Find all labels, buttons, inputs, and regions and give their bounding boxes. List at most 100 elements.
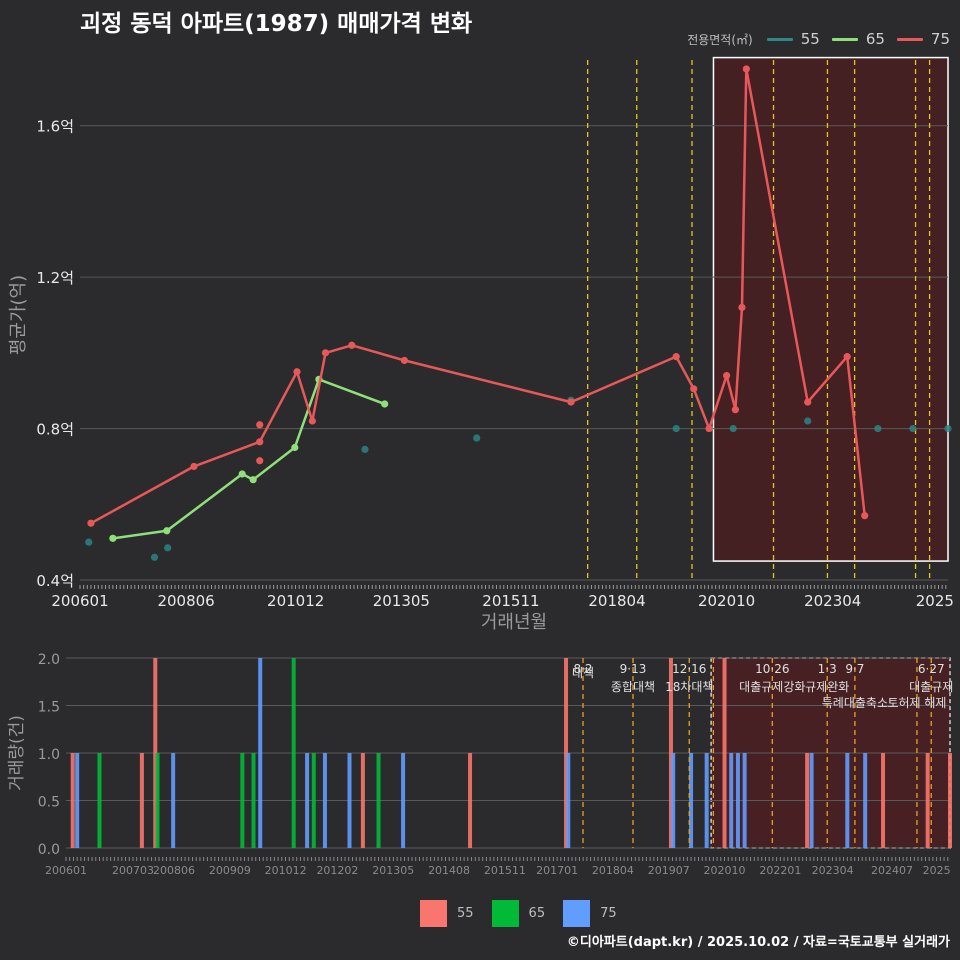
bottom-x-tick-label: 200601 bbox=[45, 864, 87, 877]
policy-date-label: 8·2 bbox=[573, 662, 592, 676]
data-point-75 bbox=[567, 398, 575, 406]
top-legend-item-55: 55 bbox=[766, 30, 820, 48]
volume-bar-75 bbox=[809, 753, 814, 848]
volume-bar-65 bbox=[291, 658, 296, 848]
top-legend-label-75: 75 bbox=[930, 30, 950, 48]
data-point-75 bbox=[308, 417, 316, 425]
data-point-55 bbox=[361, 445, 369, 453]
volume-bar-65 bbox=[251, 753, 256, 848]
bottom-y-tick-label: 1.0 bbox=[38, 747, 60, 763]
bottom-x-tick-label: 201511 bbox=[484, 864, 526, 877]
policy-text-label: 18차대책 bbox=[665, 679, 713, 694]
data-point-75 bbox=[256, 438, 264, 446]
legend-swatch-55 bbox=[766, 37, 793, 41]
data-point-65 bbox=[249, 476, 257, 484]
bottom-y-tick-label: 2.0 bbox=[38, 652, 60, 668]
top-x-tick-label: 200806 bbox=[157, 592, 214, 610]
data-point-75 bbox=[738, 303, 746, 312]
data-point-55 bbox=[804, 417, 812, 425]
policy-date-label: 10·26 bbox=[755, 662, 789, 676]
data-point-55 bbox=[909, 424, 917, 433]
policy-date-label: 1·3 bbox=[818, 662, 837, 676]
bottom-x-tick-label: 202201 bbox=[759, 864, 801, 877]
top-x-tick-label: 200601 bbox=[51, 592, 108, 610]
policy-date-label: 6·27 bbox=[918, 662, 945, 676]
data-point-55 bbox=[164, 544, 172, 552]
policy-text-label: 대출규제강화 bbox=[739, 680, 805, 694]
data-point-75 bbox=[400, 356, 409, 365]
data-point-75 bbox=[723, 371, 731, 380]
data-point-75 bbox=[705, 424, 713, 433]
volume-bar-55 bbox=[668, 658, 673, 848]
data-point-75 bbox=[321, 349, 330, 357]
top-legend-title: 전용면적(㎡) bbox=[687, 32, 753, 47]
top-x-tick-label: 201012 bbox=[267, 592, 324, 610]
data-point-65 bbox=[109, 534, 117, 542]
series-line-65 bbox=[112, 378, 386, 540]
bottom-x-tick-label: 201804 bbox=[592, 864, 634, 877]
data-point-75 bbox=[742, 65, 750, 73]
bottom-y-tick-label: 0.5 bbox=[38, 795, 60, 811]
legend-swatch-75 bbox=[896, 37, 923, 41]
top-y-tick-label: 0.8억 bbox=[36, 421, 74, 439]
bottom-x-tick-label: 202304 bbox=[812, 864, 854, 877]
volume-bar-75 bbox=[863, 753, 868, 848]
volume-bar-55 bbox=[468, 753, 473, 848]
volume-bar-65 bbox=[311, 753, 316, 848]
data-point-75 bbox=[843, 353, 851, 361]
policy-text-label: 토허제 해제 bbox=[887, 696, 946, 710]
bottom-x-tick-label: 201701 bbox=[536, 864, 578, 877]
volume-bar-55 bbox=[360, 753, 365, 848]
top-x-tick-label: 201511 bbox=[482, 592, 539, 610]
volume-bar-55 bbox=[805, 753, 810, 848]
data-point-75-points-extra bbox=[256, 457, 264, 465]
top-legend: 전용면적(㎡) 55 65 75 bbox=[687, 30, 950, 48]
bottom-legend-item-55: 55 bbox=[420, 900, 474, 927]
data-point-75 bbox=[804, 398, 812, 406]
top-legend-item-75: 75 bbox=[896, 30, 950, 48]
bottom-x-tick-label: 202407 bbox=[871, 864, 913, 877]
volume-bar-75 bbox=[729, 753, 734, 848]
policy-date-label: 9·13 bbox=[620, 662, 647, 676]
data-point-55 bbox=[874, 424, 882, 433]
bottom-x-tick-label: 201408 bbox=[428, 864, 470, 877]
policy-text-label: 대책 bbox=[572, 665, 594, 680]
bottom-x-tick-label: 201202 bbox=[316, 864, 358, 877]
volume-bar-55 bbox=[948, 753, 952, 848]
top-x-tick-label: 202010 bbox=[698, 592, 755, 610]
data-point-55 bbox=[85, 538, 93, 546]
top-legend-item-65: 65 bbox=[831, 30, 885, 48]
bottom-legend-box-65 bbox=[491, 900, 519, 927]
volume-bar-75 bbox=[347, 753, 352, 848]
chart-title: 괴정 동덕 아파트(1987) 매매가격 변화 bbox=[80, 11, 473, 37]
volume-bar-65 bbox=[155, 753, 160, 848]
data-point-65 bbox=[163, 527, 171, 535]
data-point-65 bbox=[238, 470, 246, 478]
volume-bar-75 bbox=[689, 753, 694, 848]
bottom-legend-item-75: 75 bbox=[563, 900, 617, 927]
data-point-75 bbox=[672, 353, 680, 361]
volume-bar-75 bbox=[171, 753, 176, 848]
bottom-y-axis-label: 거래량(건) bbox=[7, 715, 27, 791]
top-y-tick-label: 1.6억 bbox=[36, 118, 74, 136]
data-point-75-points-extra bbox=[256, 421, 264, 429]
data-point-55 bbox=[729, 424, 737, 433]
bottom-x-tick-label: 200703 bbox=[112, 864, 154, 877]
bottom-y-tick-label: 1.5 bbox=[38, 700, 60, 716]
volume-bar-65 bbox=[240, 753, 245, 848]
volume-bar-55 bbox=[564, 658, 569, 848]
data-point-55 bbox=[473, 434, 481, 442]
volume-bar-65 bbox=[376, 753, 381, 848]
volume-bar-55 bbox=[722, 658, 727, 848]
bottom-x-tick-label: 2025 bbox=[923, 864, 951, 877]
volume-bar-75 bbox=[401, 753, 406, 848]
top-y-tick-label: 1.2억 bbox=[36, 269, 74, 287]
volume-bar-55 bbox=[925, 753, 930, 848]
volume-bar-75 bbox=[75, 753, 80, 848]
volume-bar-65 bbox=[97, 753, 102, 848]
volume-bar-75 bbox=[566, 753, 571, 848]
top-x-tick-label: 202304 bbox=[804, 592, 861, 610]
volume-bar-55 bbox=[153, 658, 158, 848]
data-point-65 bbox=[291, 443, 299, 452]
policy-text-label: 규제완화 bbox=[805, 680, 849, 694]
